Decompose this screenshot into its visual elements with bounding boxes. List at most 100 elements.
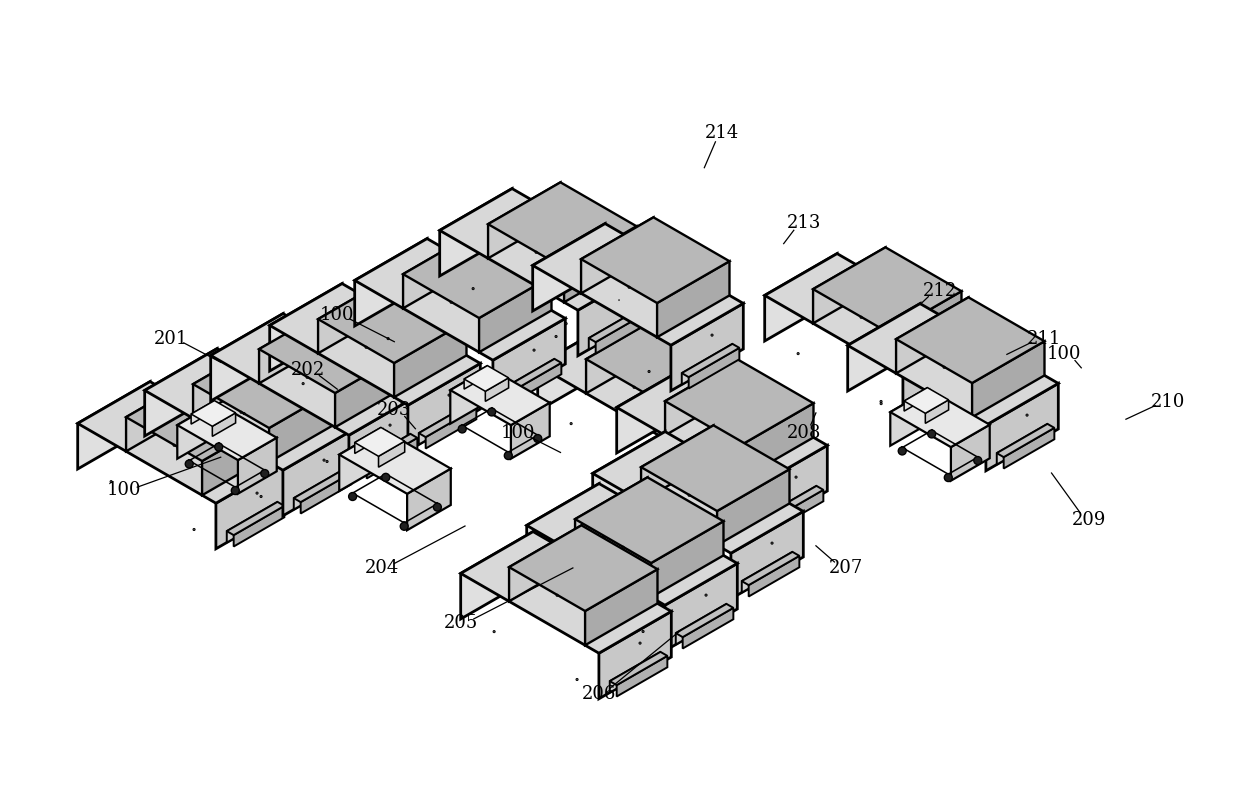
- Polygon shape: [425, 408, 476, 448]
- Polygon shape: [599, 611, 671, 698]
- Text: 213: 213: [786, 214, 821, 232]
- Polygon shape: [319, 278, 391, 354]
- Polygon shape: [585, 570, 657, 645]
- Circle shape: [487, 408, 496, 416]
- Polygon shape: [294, 469, 345, 509]
- Circle shape: [973, 456, 982, 464]
- Polygon shape: [533, 224, 743, 345]
- Polygon shape: [671, 304, 743, 391]
- Polygon shape: [589, 308, 640, 350]
- Circle shape: [533, 434, 542, 442]
- Polygon shape: [742, 403, 813, 479]
- Polygon shape: [616, 656, 667, 697]
- Circle shape: [505, 452, 512, 460]
- Polygon shape: [300, 473, 351, 513]
- Polygon shape: [651, 521, 723, 597]
- Circle shape: [945, 474, 952, 482]
- Polygon shape: [687, 444, 744, 477]
- Text: 100: 100: [1047, 346, 1081, 363]
- Polygon shape: [238, 437, 277, 494]
- Polygon shape: [145, 349, 356, 470]
- Polygon shape: [355, 427, 381, 453]
- Polygon shape: [360, 434, 418, 467]
- Polygon shape: [682, 344, 739, 377]
- Polygon shape: [227, 501, 278, 543]
- Circle shape: [434, 503, 441, 511]
- Polygon shape: [202, 419, 274, 495]
- Polygon shape: [665, 359, 738, 435]
- Polygon shape: [78, 381, 150, 469]
- Polygon shape: [479, 276, 552, 352]
- Circle shape: [401, 522, 408, 530]
- Polygon shape: [610, 652, 661, 693]
- Polygon shape: [593, 432, 804, 553]
- Polygon shape: [294, 469, 351, 502]
- Polygon shape: [440, 188, 512, 276]
- Polygon shape: [191, 400, 236, 426]
- Polygon shape: [925, 399, 949, 423]
- Polygon shape: [126, 376, 274, 461]
- Polygon shape: [676, 403, 748, 490]
- Polygon shape: [348, 393, 422, 481]
- Polygon shape: [335, 351, 408, 427]
- Polygon shape: [616, 365, 689, 453]
- Polygon shape: [489, 183, 560, 259]
- Text: 204: 204: [365, 559, 399, 577]
- Polygon shape: [440, 188, 650, 310]
- Polygon shape: [450, 368, 489, 424]
- Polygon shape: [193, 343, 265, 418]
- Polygon shape: [662, 361, 734, 437]
- Polygon shape: [589, 308, 646, 343]
- Polygon shape: [145, 349, 217, 436]
- Polygon shape: [897, 297, 968, 373]
- Polygon shape: [848, 304, 920, 391]
- Polygon shape: [340, 430, 383, 491]
- Polygon shape: [464, 365, 508, 392]
- Polygon shape: [511, 403, 549, 459]
- Polygon shape: [890, 390, 929, 445]
- Polygon shape: [578, 268, 650, 356]
- Polygon shape: [191, 400, 215, 424]
- Polygon shape: [683, 607, 733, 649]
- Polygon shape: [269, 284, 342, 371]
- Polygon shape: [211, 313, 283, 401]
- Polygon shape: [890, 390, 990, 447]
- Polygon shape: [533, 224, 605, 311]
- Polygon shape: [403, 233, 475, 308]
- Text: 208: 208: [786, 425, 821, 442]
- Polygon shape: [593, 432, 665, 519]
- Polygon shape: [813, 248, 961, 333]
- Text: 209: 209: [1071, 512, 1106, 529]
- Polygon shape: [986, 384, 1058, 471]
- Polygon shape: [340, 430, 451, 494]
- Text: 100: 100: [107, 482, 141, 499]
- Circle shape: [898, 447, 906, 455]
- Polygon shape: [742, 552, 800, 585]
- Polygon shape: [904, 388, 949, 413]
- Polygon shape: [575, 477, 723, 563]
- Circle shape: [232, 486, 239, 494]
- Polygon shape: [212, 413, 236, 437]
- Circle shape: [348, 493, 357, 501]
- Polygon shape: [582, 218, 729, 303]
- Polygon shape: [419, 404, 476, 437]
- Text: 203: 203: [377, 401, 412, 418]
- Polygon shape: [903, 333, 976, 421]
- Polygon shape: [494, 319, 565, 406]
- Circle shape: [185, 460, 193, 468]
- Polygon shape: [485, 378, 508, 401]
- Polygon shape: [897, 297, 1044, 383]
- Polygon shape: [489, 183, 636, 268]
- Polygon shape: [527, 483, 599, 571]
- Polygon shape: [665, 563, 738, 651]
- Polygon shape: [464, 365, 487, 389]
- Polygon shape: [657, 261, 729, 337]
- Polygon shape: [682, 344, 733, 384]
- Polygon shape: [193, 343, 341, 428]
- Polygon shape: [126, 376, 198, 452]
- Polygon shape: [730, 512, 804, 599]
- Polygon shape: [765, 254, 976, 375]
- Text: 210: 210: [1151, 393, 1185, 411]
- Polygon shape: [587, 317, 658, 393]
- Circle shape: [260, 470, 269, 478]
